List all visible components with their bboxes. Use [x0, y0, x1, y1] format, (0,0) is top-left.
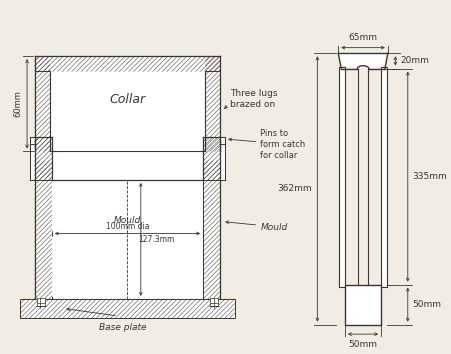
Bar: [50, 72, 205, 152]
Bar: [37, 298, 45, 306]
Text: 65mm: 65mm: [349, 33, 377, 42]
Polygon shape: [338, 53, 388, 69]
Bar: [30, 144, 35, 152]
Text: 20mm: 20mm: [400, 57, 429, 65]
Text: Mould: Mould: [114, 216, 141, 225]
Bar: [52, 161, 203, 299]
Text: Three lugs
brazed on: Three lugs brazed on: [230, 89, 277, 109]
Bar: [35, 161, 52, 299]
Bar: [203, 137, 220, 180]
Bar: [220, 144, 225, 152]
Text: 50mm: 50mm: [413, 300, 442, 309]
Text: Collar: Collar: [110, 92, 146, 105]
Text: 50mm: 50mm: [349, 340, 377, 349]
Bar: [35, 56, 220, 72]
Text: 127.3mm: 127.3mm: [138, 235, 174, 244]
Bar: [339, 67, 345, 286]
Text: Mould: Mould: [260, 223, 287, 232]
Bar: [345, 285, 381, 325]
Text: Pins to
form catch
for collar: Pins to form catch for collar: [260, 129, 305, 160]
Bar: [381, 67, 387, 286]
Bar: [35, 137, 52, 180]
Text: 335mm: 335mm: [413, 172, 447, 181]
Bar: [205, 56, 220, 152]
Text: 362mm: 362mm: [277, 184, 312, 194]
Bar: [220, 137, 225, 180]
Text: Base plate: Base plate: [99, 323, 147, 332]
Bar: [30, 137, 35, 180]
Text: 60mm: 60mm: [13, 90, 22, 117]
Bar: [35, 56, 50, 152]
Bar: [20, 299, 235, 318]
Bar: [210, 298, 218, 306]
Text: 100mm dia: 100mm dia: [106, 222, 149, 231]
Bar: [52, 137, 203, 180]
Bar: [203, 161, 220, 299]
